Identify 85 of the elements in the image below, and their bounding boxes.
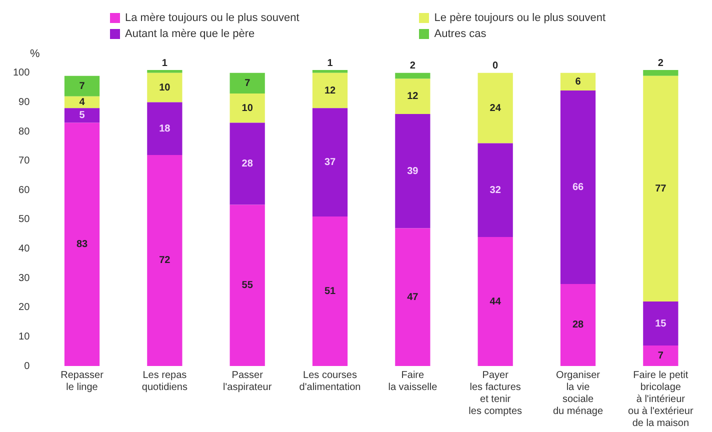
x-tick-label: Les repas quotidiens: [142, 370, 188, 393]
bar: [230, 204, 265, 366]
bar: [643, 345, 678, 366]
bar: [147, 70, 182, 73]
bar: [64, 108, 100, 123]
data-label: 7: [244, 78, 251, 89]
bar: [395, 228, 430, 366]
bar: [64, 96, 100, 108]
data-label: 37: [324, 157, 336, 168]
y-tick-label: 90: [18, 96, 30, 108]
bar: [230, 72, 265, 94]
bar: [312, 216, 348, 366]
bar: [312, 72, 348, 108]
data-label: 44: [490, 296, 502, 308]
data-label: 4: [79, 96, 86, 108]
bar: [147, 102, 182, 155]
y-tick-label: 50: [18, 214, 30, 226]
data-label: 7: [658, 350, 664, 362]
bar: [312, 108, 348, 217]
bar: [64, 122, 100, 366]
data-label: 10: [242, 102, 254, 114]
data-label: 83: [76, 239, 88, 250]
data-label: 28: [572, 320, 584, 331]
data-label: 55: [242, 280, 254, 292]
data-label: 47: [407, 292, 419, 303]
y-tick-label: 0: [24, 360, 30, 372]
data-label: 1: [327, 58, 334, 69]
data-label: 5: [79, 110, 86, 122]
x-tick-label: Les courses d'alimentation: [299, 370, 361, 393]
bar: [395, 72, 430, 79]
legend-label: Autant la mère que le père: [125, 28, 255, 40]
legend-label: La mère toujours ou le plus souvent: [125, 12, 300, 24]
y-tick-label: 30: [18, 272, 30, 284]
y-tick-label: 40: [18, 244, 30, 255]
data-label: 10: [159, 82, 171, 94]
bar: [395, 78, 430, 114]
data-label: 51: [324, 286, 336, 298]
data-label: 24: [490, 102, 502, 114]
y-tick-label: 20: [18, 302, 30, 314]
data-label: 66: [572, 182, 584, 193]
data-label: 18: [159, 123, 171, 134]
bar: [643, 302, 678, 346]
data-label: 72: [159, 255, 171, 266]
data-label: 32: [490, 184, 502, 196]
y-tick-label: 60: [18, 184, 30, 196]
data-label: 6: [575, 76, 582, 88]
y-tick-label: 80: [18, 126, 30, 138]
data-label: 12: [324, 85, 336, 96]
bar: [643, 70, 678, 76]
bar: [560, 72, 596, 91]
bar: [230, 93, 265, 123]
bar: [64, 76, 100, 96]
data-label: 2: [410, 60, 416, 72]
data-label: 2: [658, 58, 664, 69]
y-axis-title: %: [30, 48, 40, 60]
data-label: 0: [492, 60, 499, 72]
legend-label: Le père toujours ou le plus souvent: [434, 12, 606, 24]
bar: [560, 284, 596, 366]
x-tick-label: Repasser le linge: [60, 370, 104, 393]
y-tick-label: 70: [18, 156, 30, 167]
bar: [395, 114, 430, 228]
bar: [147, 154, 182, 366]
data-label: 7: [79, 80, 86, 92]
data-label: 28: [242, 158, 254, 170]
y-tick-label: 10: [18, 331, 30, 342]
bar: [478, 237, 513, 366]
bar: [478, 143, 513, 238]
x-tick-label: Faire le petit bricolage à l'intérieur ou à l'extérieur de la maison: [628, 370, 694, 429]
data-label: 12: [407, 91, 419, 102]
x-tick-label: Payer les factures et tenir les comptes: [468, 370, 522, 417]
bar: [312, 70, 348, 73]
data-label: 15: [655, 318, 667, 330]
y-tick-label: 100: [12, 68, 30, 79]
x-tick-label: Faire la vaisselle: [388, 370, 438, 393]
legend-label: Autres cas: [434, 28, 486, 40]
bar: [478, 72, 513, 144]
bar: [643, 76, 678, 302]
x-tick-label: Passer l'aspirateur: [223, 370, 272, 393]
bar: [560, 90, 596, 284]
bar: [147, 72, 182, 102]
bar: [230, 122, 265, 205]
data-label: 39: [407, 166, 419, 177]
data-label: 1: [162, 58, 168, 69]
x-tick-label: Organiser la vie sociale du ménage: [552, 370, 604, 417]
data-label: 77: [655, 183, 667, 194]
